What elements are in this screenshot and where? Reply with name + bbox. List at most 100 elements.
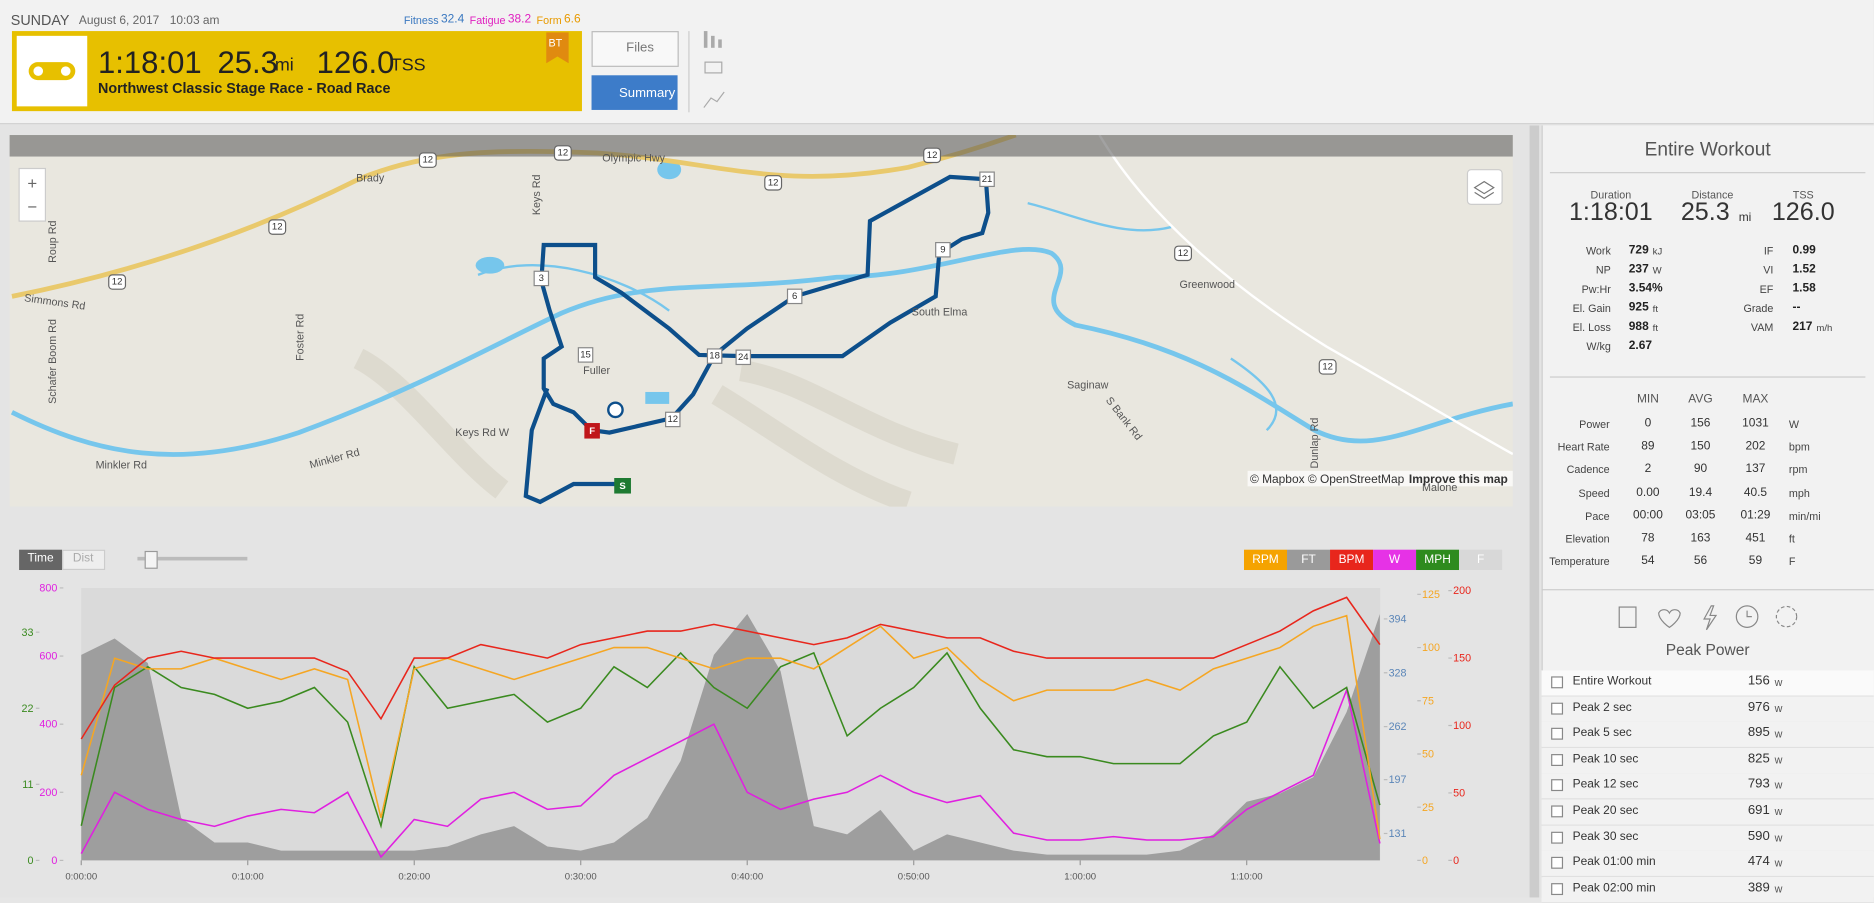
view-icons[interactable]: [699, 26, 730, 117]
form: 6.6: [564, 13, 581, 27]
x-tick-label: 0:10:00: [232, 872, 264, 883]
summary-label: TSS: [1792, 188, 1814, 201]
peak-checkbox[interactable]: [1551, 676, 1564, 689]
dist-toggle-label: Dist: [72, 552, 94, 566]
map-label: Olympic Hwy: [602, 152, 665, 164]
peak-unit: w: [1774, 702, 1783, 715]
workout-chart: 131 197 262 328 394 0 200 400 600 800 0 11 22 33 0 25 50…: [21, 583, 1471, 883]
route-marker-label: 12: [667, 414, 678, 425]
y-tick-label: 33: [21, 627, 33, 639]
row-value: 163: [1690, 531, 1711, 545]
metric-label: IF: [1763, 244, 1774, 257]
row-value: 202: [1745, 439, 1766, 454]
peak-value: 895: [1747, 725, 1770, 740]
peak-label[interactable]: Peak 5 sec: [1572, 726, 1632, 740]
peak-unit: w: [1774, 882, 1783, 895]
y-tick-label: 0: [1422, 855, 1428, 867]
metric-label: Work: [1585, 244, 1611, 257]
route-marker: [706, 348, 723, 364]
time-toggle[interactable]: [19, 549, 63, 571]
peak-unit: w: [1774, 779, 1783, 792]
map-label: Foster Rd: [295, 314, 307, 361]
series-toggle[interactable]: BPM: [1330, 549, 1374, 571]
highway-number: 12: [422, 155, 433, 166]
peak-label[interactable]: Peak 12 sec: [1572, 778, 1639, 792]
series-toggle[interactable]: F: [1459, 549, 1503, 571]
peak-label[interactable]: Peak 2 sec: [1572, 700, 1632, 715]
series-toggle[interactable]: FT: [1287, 549, 1331, 571]
row-value: 156: [1690, 417, 1711, 431]
series-toggle[interactable]: MPH: [1416, 549, 1460, 571]
highway-shield: [1174, 245, 1193, 262]
series-toggle[interactable]: W: [1373, 549, 1417, 571]
peak-checkbox[interactable]: [1551, 727, 1564, 740]
finish-label: F: [589, 426, 595, 437]
row-unit: ft: [1788, 532, 1795, 545]
metric-value: 988: [1628, 320, 1649, 334]
row-value: 1031: [1742, 417, 1769, 431]
highway-number: 12: [558, 147, 569, 158]
scrollbar[interactable]: [1529, 125, 1540, 898]
summary-value: 126.0: [1771, 198, 1835, 226]
workout-card[interactable]: [11, 31, 582, 112]
row-value: 0.00: [1636, 485, 1660, 500]
highway-shield: [268, 219, 287, 235]
row-value: 451: [1745, 531, 1766, 545]
route-marker: [577, 347, 594, 363]
highway-shield: [764, 175, 783, 191]
peak-label[interactable]: Peak 20 sec: [1572, 804, 1639, 818]
peak-checkbox[interactable]: [1551, 805, 1564, 818]
peak-checkbox[interactable]: [1551, 857, 1564, 869]
y-tick-label: 100: [1453, 720, 1471, 732]
highway-shield: [553, 145, 572, 161]
peak-checkbox[interactable]: [1551, 831, 1564, 844]
series-toggle[interactable]: RPM: [1243, 549, 1288, 571]
route-marker-label: 3: [539, 273, 544, 284]
dist-toggle[interactable]: [62, 549, 106, 571]
peak-title: Peak Power: [1665, 640, 1750, 659]
peak-value: 389: [1747, 880, 1770, 895]
zoom-out[interactable]: −: [27, 198, 37, 217]
metric-label: El. Loss: [1572, 321, 1611, 334]
peak-label[interactable]: Entire Workout: [1572, 675, 1652, 689]
peak-checkbox[interactable]: [1551, 779, 1564, 792]
panel-icons[interactable]: [1613, 603, 1804, 632]
summary-label: Summary: [619, 86, 676, 101]
metric-label: NP: [1595, 264, 1611, 277]
peak-checkbox[interactable]: [1551, 882, 1564, 895]
peak-label[interactable]: Peak 30 sec: [1572, 830, 1639, 844]
peak-label[interactable]: Peak 01:00 min: [1572, 855, 1656, 869]
route-marker: [665, 411, 681, 428]
peak-checkbox[interactable]: [1551, 753, 1564, 766]
panel-title: Entire Workout: [1644, 139, 1771, 161]
summary-button[interactable]: [591, 75, 678, 110]
route-marker: [533, 270, 550, 287]
row-unit: bpm: [1788, 441, 1810, 454]
row-value: 150: [1690, 439, 1711, 454]
y-tick-label: 0: [51, 855, 57, 867]
sport-icon-box: [16, 35, 88, 107]
route-marker-label: 15: [580, 349, 591, 360]
summary-value: 25.3: [1680, 198, 1730, 226]
badge[interactable]: [546, 32, 569, 64]
peak-label[interactable]: Peak 02:00 min: [1572, 881, 1656, 895]
peak-value: 976: [1747, 699, 1770, 715]
map-label: Keys Rd W: [455, 427, 510, 439]
metric-label: VAM: [1750, 321, 1774, 334]
improve-map[interactable]: Improve this map: [1409, 472, 1508, 486]
slider-handle[interactable]: [144, 550, 158, 569]
bike-icon: [28, 62, 76, 81]
fitness: 32.4: [440, 13, 465, 27]
map-label: Keys Rd: [531, 174, 543, 215]
peak-checkbox[interactable]: [1551, 702, 1564, 715]
zoom-slider[interactable]: [137, 556, 248, 561]
metric-value: 1.58: [1792, 282, 1816, 296]
zoom-in[interactable]: +: [27, 174, 37, 193]
route-marker: [786, 288, 803, 305]
peak-label[interactable]: Peak 10 sec: [1572, 752, 1639, 766]
files-button[interactable]: [591, 31, 679, 67]
row-unit: F: [1788, 555, 1796, 568]
